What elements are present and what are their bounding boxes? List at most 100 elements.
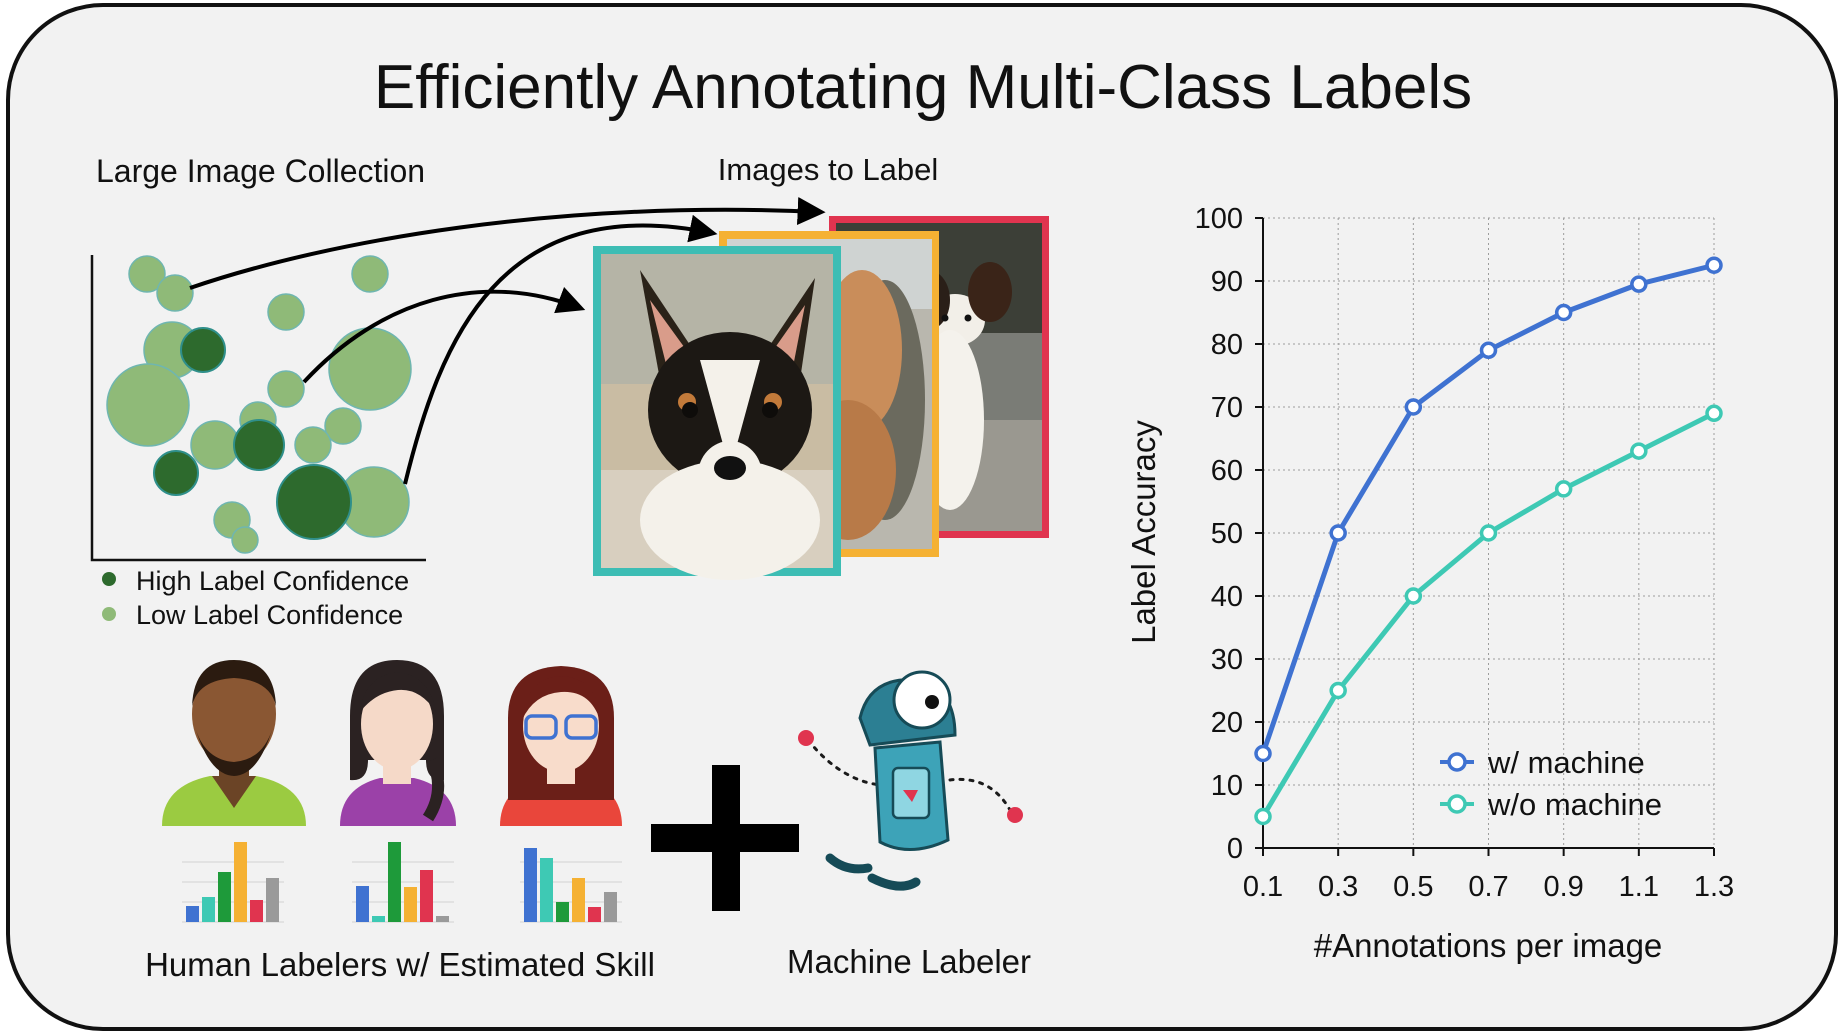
machine-labeler-label: Machine Labeler (787, 943, 1031, 980)
high-confidence-bubble (233, 419, 285, 471)
labeler-3-head (523, 680, 599, 772)
human-labeler-1 (162, 660, 306, 826)
high-confidence-bubble (276, 464, 352, 540)
legend-low-label: Low Label Confidence (136, 600, 403, 630)
skill-bar (436, 916, 449, 922)
skill-bar (186, 906, 199, 922)
human-labelers-label: Human Labelers w/ Estimated Skill (145, 946, 655, 983)
scatter-axes (90, 255, 426, 562)
x-tick-label: 0.7 (1468, 871, 1508, 903)
high-confidence-bubble (180, 327, 226, 373)
chart-x-ticks: 0.1 0.3 0.5 0.7 0.9 1.1 1.3 (1243, 848, 1734, 903)
y-tick-label: 20 (1211, 707, 1243, 739)
low-confidence-bubble (156, 274, 194, 312)
legend-high-label: High Label Confidence (136, 566, 409, 596)
skill-bar (420, 870, 433, 922)
low-confidence-bubble (106, 363, 190, 447)
arrow-to-middle-image (403, 214, 718, 485)
human-labeler-3 (500, 666, 622, 826)
collection-label: Large Image Collection (96, 153, 425, 189)
series-point (1630, 442, 1648, 460)
low-confidence-bubble (267, 370, 305, 408)
high-confidence-bubble (153, 450, 199, 496)
low-confidence-bubble (328, 327, 412, 411)
x-tick-label: 0.3 (1318, 871, 1358, 903)
skill-bar-charts (182, 842, 622, 923)
plus-icon (651, 765, 799, 911)
y-tick-label: 80 (1211, 329, 1243, 361)
skill-bar (218, 872, 231, 922)
low-confidence-bubble (324, 407, 362, 445)
skill-bar (588, 907, 601, 922)
arrow-to-front-image (302, 286, 586, 384)
y-tick-label: 60 (1211, 455, 1243, 487)
x-tick-label: 0.9 (1544, 871, 1584, 903)
y-tick-label: 30 (1211, 644, 1243, 676)
series-point (1479, 341, 1498, 360)
legend-entry: w/ machine (1487, 745, 1645, 780)
legend-high-dot (102, 572, 116, 586)
y-tick-label: 50 (1211, 518, 1243, 550)
series-point (1705, 256, 1723, 274)
legend-low-dot (102, 607, 116, 621)
low-confidence-bubble (190, 420, 240, 470)
skill-bar (540, 858, 553, 922)
y-tick-label: 0 (1227, 833, 1243, 865)
series-point (1254, 807, 1272, 826)
legend-marker (1447, 752, 1467, 772)
series-point (1329, 681, 1347, 700)
series-point (1329, 524, 1347, 542)
skill-bar (524, 848, 537, 922)
collection-scatter (90, 255, 426, 562)
arrow-to-back-image (189, 196, 826, 290)
chart-series (1254, 256, 1723, 826)
human-labeler-2 (340, 660, 456, 826)
low-confidence-bubble (294, 426, 332, 464)
skill-bar (404, 887, 417, 922)
skill-bar (556, 902, 569, 922)
skill-bar (388, 842, 401, 922)
legend-entry: w/o machine (1487, 787, 1662, 822)
y-tick-label: 70 (1211, 392, 1243, 424)
robot-left-hand (798, 730, 814, 746)
y-axis-label: Label Accuracy (1125, 420, 1162, 644)
low-confidence-bubble (351, 255, 389, 293)
series-point (1705, 404, 1723, 423)
y-tick-label: 90 (1211, 266, 1243, 298)
image-card-front (593, 246, 841, 580)
y-tick-label: 40 (1211, 581, 1243, 613)
labeler-1-head (192, 662, 276, 766)
images-label: Images to Label (718, 152, 939, 187)
x-tick-label: 1.1 (1619, 871, 1659, 903)
skill-bar (250, 900, 263, 922)
skill-bar (356, 886, 369, 922)
y-tick-label: 10 (1211, 770, 1243, 802)
series-point (1554, 303, 1573, 322)
series-point (1404, 398, 1423, 416)
skill-bar (372, 916, 385, 922)
glasses-icon (524, 714, 558, 740)
machine-labeler-robot (798, 670, 1023, 891)
skill-bar (604, 892, 617, 922)
x-tick-label: 0.1 (1243, 871, 1283, 903)
y-tick-label: 100 (1195, 203, 1243, 235)
accuracy-chart: 0 10 20 30 40 50 60 70 80 90 100 0.1 0.3 0.5 0.7 0.9 1.… (1125, 203, 1734, 964)
skill-bar (266, 878, 279, 922)
series-point (1404, 587, 1423, 605)
robot-right-hand (1007, 807, 1023, 823)
low-confidence-bubble (267, 293, 305, 331)
skill-bar (572, 878, 585, 922)
selection-arrows (189, 196, 826, 485)
x-tick-label: 0.5 (1393, 871, 1433, 903)
series-point (1554, 480, 1573, 498)
legend-marker (1447, 794, 1467, 814)
x-axis-label: #Annotations per image (1314, 927, 1663, 964)
skill-bar (202, 897, 215, 922)
chart-legend: w/ machine w/o machine (1440, 745, 1662, 822)
series-point (1630, 275, 1648, 293)
robot-eye (892, 670, 952, 730)
series-point (1254, 744, 1272, 763)
confidence-bubbles (106, 255, 412, 554)
low-confidence-bubble (231, 526, 259, 554)
